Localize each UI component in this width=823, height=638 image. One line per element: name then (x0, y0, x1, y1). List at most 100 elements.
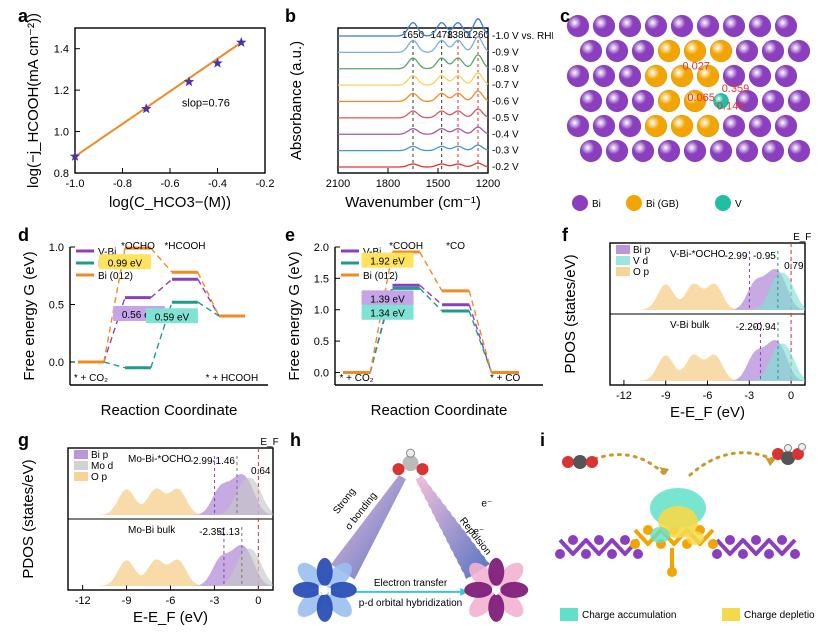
svg-text:*COOH: *COOH (389, 241, 423, 252)
svg-text:Bi p: Bi p (633, 245, 651, 256)
svg-text:-6: -6 (166, 595, 176, 607)
svg-text:-0.95: -0.95 (753, 251, 776, 262)
svg-text:-6: -6 (703, 390, 713, 402)
svg-text:V-Bi-*OCHO: V-Bi-*OCHO (670, 249, 726, 260)
svg-text:-0.5 V: -0.5 V (492, 113, 519, 124)
svg-text:PDOS (states/eV): PDOS (states/eV) (562, 254, 579, 373)
svg-text:log(C_HCO3−(M)): log(C_HCO3−(M)) (109, 194, 231, 211)
panel-h: BiVStrongσ bondingRepulsione⁻e⁻Electron … (288, 430, 533, 630)
svg-text:-0.2 V: -0.2 V (492, 162, 519, 173)
svg-text:Mo d: Mo d (91, 461, 113, 472)
panel-g: -12-9-6-30E_FBi pMo dO pMo-Bi-*OCHO-2.99… (18, 430, 283, 635)
svg-text:* + CO: * + CO (490, 373, 521, 384)
svg-text:Mo-Bi-*OCHO: Mo-Bi-*OCHO (128, 454, 192, 465)
svg-text:0: 0 (255, 595, 261, 607)
svg-text:Electron transfer: Electron transfer (374, 578, 448, 589)
svg-text:-1.13: -1.13 (217, 527, 240, 538)
svg-text:0: 0 (788, 390, 794, 402)
svg-text:-12: -12 (616, 390, 632, 402)
svg-text:*OCHO: *OCHO (121, 241, 155, 252)
svg-text:1.0: 1.0 (314, 305, 329, 317)
svg-text:V: V (735, 199, 742, 210)
svg-text:* + CO₂: * + CO₂ (74, 373, 108, 384)
svg-text:Free energy G (eV): Free energy G (eV) (286, 251, 303, 380)
svg-text:0.59 eV: 0.59 eV (155, 312, 190, 323)
svg-text:-2.99: -2.99 (725, 251, 748, 262)
svg-text:-0.4: -0.4 (208, 178, 227, 190)
svg-text:0.99 eV: 0.99 eV (108, 258, 143, 269)
svg-text:-0.8 V: -0.8 V (492, 64, 519, 75)
svg-text:Charge accumulation: Charge accumulation (582, 610, 677, 621)
svg-text:slop=0.76: slop=0.76 (182, 98, 230, 110)
svg-text:*CO: *CO (446, 241, 465, 252)
svg-text:V d: V d (633, 256, 648, 267)
svg-text:0.64: 0.64 (251, 466, 271, 477)
svg-text:1.2: 1.2 (54, 85, 69, 97)
svg-text:-1.0 V vs. RHE: -1.0 V vs. RHE (492, 31, 553, 42)
svg-text:Bi: Bi (592, 199, 601, 210)
svg-text:Reaction Coordinate: Reaction Coordinate (101, 402, 238, 419)
svg-text:E-E_F (eV): E-E_F (eV) (670, 404, 745, 421)
panel-c: 0.0270.3590.0650.149BiBi (GB)V (560, 8, 815, 223)
svg-text:1.4: 1.4 (54, 44, 69, 56)
svg-text:2.0: 2.0 (314, 242, 329, 254)
svg-text:-9: -9 (122, 595, 132, 607)
svg-text:0.0: 0.0 (314, 367, 329, 379)
panel-i: Charge accumulation Charge depletion (540, 430, 815, 635)
svg-text:-0.8: -0.8 (113, 178, 132, 190)
svg-text:Charge depletion: Charge depletion (744, 610, 815, 621)
svg-text:log(−j_HCOOH(mA cm⁻²)): log(−j_HCOOH(mA cm⁻²)) (25, 13, 42, 188)
svg-text:Bi (GB): Bi (GB) (646, 199, 679, 210)
svg-text:-0.6: -0.6 (161, 178, 180, 190)
svg-text:V-Bi bulk: V-Bi bulk (670, 320, 710, 331)
svg-text:Absorbance (a.u.): Absorbance (a.u.) (288, 41, 305, 160)
svg-text:2100: 2100 (326, 178, 350, 190)
svg-text:1.5: 1.5 (314, 273, 329, 285)
svg-text:-0.7 V: -0.7 V (492, 80, 519, 91)
svg-text:Reaction Coordinate: Reaction Coordinate (371, 402, 508, 419)
svg-text:-0.3 V: -0.3 V (492, 146, 519, 157)
svg-text:-3: -3 (210, 595, 220, 607)
svg-text:Free energy G (eV): Free energy G (eV) (21, 251, 38, 380)
svg-text:-0.94: -0.94 (753, 322, 776, 333)
svg-text:PDOS (states/eV): PDOS (states/eV) (20, 459, 37, 578)
svg-text:Bi (012): Bi (012) (98, 271, 133, 282)
svg-text:0.149: 0.149 (717, 101, 745, 113)
svg-text:-3: -3 (744, 390, 754, 402)
svg-text:O p: O p (633, 267, 650, 278)
panel-d: 0.00.51.0V-BiMo-BiBi (012)* + CO₂*OCHO*H… (18, 225, 278, 430)
panel-a: -1.0-0.8-0.6-0.4-0.20.81.01.21.4slop=0.7… (20, 8, 275, 218)
svg-text:0.027: 0.027 (683, 60, 711, 72)
svg-text:Wavenumber (cm⁻¹): Wavenumber (cm⁻¹) (345, 194, 481, 211)
svg-text:0.5: 0.5 (314, 336, 329, 348)
svg-text:e⁻: e⁻ (473, 527, 484, 538)
svg-text:E_F: E_F (793, 232, 811, 243)
svg-text:V: V (492, 582, 502, 598)
svg-text:Bi: Bi (318, 582, 332, 598)
svg-text:1800: 1800 (376, 178, 400, 190)
svg-text:1.0: 1.0 (49, 242, 64, 254)
svg-text:O p: O p (91, 472, 108, 483)
svg-text:1.92 eV: 1.92 eV (370, 257, 405, 268)
svg-text:1.0: 1.0 (54, 127, 69, 139)
svg-text:1500: 1500 (426, 178, 450, 190)
panel-b: 21001800150012001650147813801260-1.0 V v… (283, 8, 553, 218)
svg-text:1200: 1200 (476, 178, 500, 190)
svg-text:1.34 eV: 1.34 eV (370, 309, 405, 320)
svg-text:* + CO₂: * + CO₂ (340, 373, 374, 384)
panel-e: 0.00.51.01.52.0V-BiMo-BiBi (012)* + CO₂*… (283, 225, 553, 430)
svg-text:E_F: E_F (260, 437, 278, 448)
svg-text:-12: -12 (75, 595, 91, 607)
svg-text:p-d orbital hybridization: p-d orbital hybridization (359, 598, 462, 609)
svg-text:1.39 eV: 1.39 eV (370, 294, 405, 305)
svg-text:-2.99: -2.99 (190, 456, 213, 467)
svg-text:-0.4 V: -0.4 V (492, 129, 519, 140)
svg-text:E-E_F (eV): E-E_F (eV) (133, 609, 208, 626)
svg-text:-9: -9 (661, 390, 671, 402)
svg-text:* + HCOOH: * + HCOOH (206, 373, 259, 384)
svg-text:-0.2: -0.2 (256, 178, 275, 190)
svg-text:e⁻: e⁻ (481, 499, 492, 510)
svg-text:Mo-Bi bulk: Mo-Bi bulk (128, 525, 176, 536)
svg-text:-1.46: -1.46 (212, 456, 235, 467)
svg-text:0.065: 0.065 (687, 92, 715, 104)
